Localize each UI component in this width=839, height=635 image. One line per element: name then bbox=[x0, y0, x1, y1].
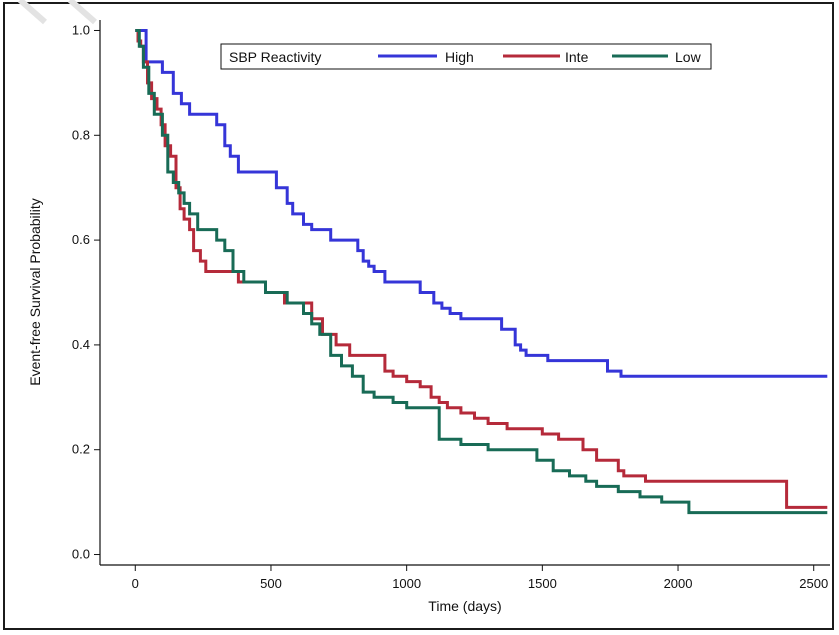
y-tick-label: 0.4 bbox=[72, 337, 90, 352]
y-ticks: 0.0 0.2 0.4 0.6 0.8 1.0 bbox=[72, 22, 100, 562]
y-tick-label: 0.8 bbox=[72, 127, 90, 142]
x-tick-label: 500 bbox=[260, 576, 282, 591]
x-tick-label: 1000 bbox=[392, 576, 421, 591]
x-axis-title: Time (days) bbox=[428, 598, 501, 614]
y-tick-label: 0.6 bbox=[72, 232, 90, 247]
x-ticks: 0 500 1000 1500 2000 2500 bbox=[132, 565, 828, 591]
y-tick-label: 1.0 bbox=[72, 22, 90, 37]
x-tick-label: 0 bbox=[132, 576, 139, 591]
chart-frame bbox=[3, 2, 834, 630]
x-tick-label: 2500 bbox=[799, 576, 828, 591]
x-tick-label: 1500 bbox=[528, 576, 557, 591]
survival-curves bbox=[135, 29, 828, 515]
legend-label-high: High bbox=[445, 49, 474, 65]
curve-low bbox=[135, 29, 828, 515]
legend-title: SBP Reactivity bbox=[229, 49, 321, 65]
y-axis-title: Event-free Survival Probability bbox=[27, 198, 43, 386]
legend-label-inte: Inte bbox=[565, 49, 589, 65]
x-tick-label: 2000 bbox=[664, 576, 693, 591]
y-tick-label: 0.2 bbox=[72, 442, 90, 457]
curve-high bbox=[135, 29, 828, 378]
y-tick-label: 0.0 bbox=[72, 547, 90, 562]
legend: SBP Reactivity High Inte Low bbox=[220, 43, 712, 70]
curve-inte bbox=[135, 29, 828, 509]
corner-watermark bbox=[18, 0, 97, 25]
legend-label-low: Low bbox=[675, 49, 702, 65]
